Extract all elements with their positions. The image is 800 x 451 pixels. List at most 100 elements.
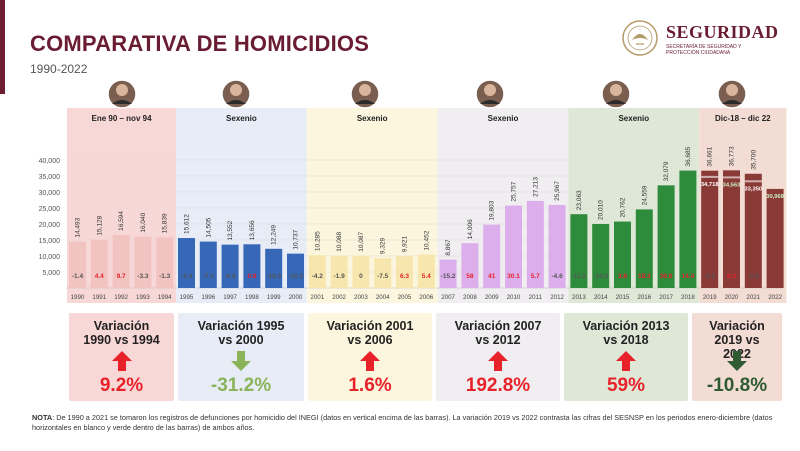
portrait-suit (606, 100, 626, 104)
bar (156, 237, 174, 288)
x-tick-label: 2003 (354, 294, 368, 301)
footnote-lead: NOTA (32, 413, 53, 422)
variation-box: Variación 1995 vs 2000 -31.2% (178, 313, 304, 401)
yoy-change-label: -1.3 (159, 273, 171, 280)
variation-box: Variación 1990 vs 1994 9.2% (69, 313, 174, 401)
bar (221, 244, 239, 288)
sesnsp-value-label: 34,718 (701, 182, 720, 188)
variation-label: Variación 2013 vs 2018 (582, 319, 670, 347)
eagle-seal-icon (622, 20, 658, 56)
bar-value-label: 27,213 (532, 177, 539, 197)
bar-value-label: 24,559 (641, 185, 648, 205)
footnote-text: : De 1990 a 2021 se tomaron los registro… (32, 413, 773, 432)
bar (199, 241, 217, 288)
bar (265, 248, 283, 288)
bar (330, 255, 348, 288)
x-tick-label: 2005 (398, 294, 412, 301)
page-subtitle: 1990-2022 (30, 62, 88, 76)
bar (701, 170, 719, 288)
bar (308, 255, 326, 288)
x-tick-label: 2001 (310, 294, 324, 301)
x-tick-label: 2002 (332, 294, 346, 301)
y-tick-label: 15,000 (39, 238, 61, 245)
bar-value-label: 20,010 (598, 200, 605, 220)
portrait-face (359, 84, 371, 96)
arrow-up-icon (616, 351, 636, 371)
bar (112, 234, 130, 288)
bar (723, 170, 740, 288)
bar-value-label: 12,249 (271, 225, 278, 245)
yoy-change-label: 0 (359, 273, 363, 280)
period-label: Sexenio (357, 114, 388, 123)
bar (505, 205, 522, 288)
bar-value-label: 10,737 (293, 229, 300, 249)
footnote: NOTA: De 1990 a 2021 se tomaron los regi… (32, 413, 780, 433)
bar (417, 254, 435, 288)
arrow-down-icon (231, 351, 251, 371)
bar (90, 239, 108, 288)
variation-value: -10.8% (706, 375, 768, 396)
variation-label: Variación 2001 vs 2006 (326, 319, 414, 347)
yoy-change-label: 5.4 (422, 273, 431, 280)
variation-box: Variación 2013 vs 2018 59% (564, 313, 688, 401)
variation-box: Variación 2007 vs 2012 192.8% (436, 313, 560, 401)
x-tick-label: 1998 (245, 294, 259, 301)
bar-value-label: 9,921 (402, 236, 409, 253)
bar (679, 170, 697, 288)
sesnsp-bar (766, 188, 784, 288)
bar-value-label: 16,594 (118, 211, 125, 231)
period-panel (437, 108, 569, 303)
logo-name: SEGURIDAD (666, 22, 779, 42)
bar-value-label: 25,757 (511, 181, 518, 201)
yoy-change-label: -4.6 (551, 273, 563, 280)
portrait-suit (226, 100, 246, 104)
portrait-suit (480, 100, 500, 104)
yoy-change-label: 18.3 (638, 273, 651, 280)
x-tick-label: 2019 (703, 294, 717, 301)
yoy-change-label: 0.3 (727, 273, 736, 280)
bar-value-label: 15,612 (184, 214, 191, 234)
x-tick-label: 1999 (267, 294, 281, 301)
x-tick-label: 2009 (485, 294, 499, 301)
bar (635, 209, 653, 288)
yoy-change-label: -1.4 (181, 273, 193, 280)
variation-label: Variación 2007 vs 2012 (454, 319, 542, 347)
period-label: Sexenio (488, 114, 519, 123)
bar-value-label: 10,285 (314, 231, 321, 251)
x-tick-label: 2020 (725, 294, 739, 301)
portrait-suit (112, 100, 132, 104)
bar-value-label: 20,762 (620, 197, 627, 217)
portrait-face (484, 84, 496, 96)
x-tick-label: 1996 (201, 294, 215, 301)
bar (461, 243, 479, 288)
yoy-change-label: -3.3 (137, 273, 149, 280)
yoy-change-label: 30.1 (507, 273, 520, 280)
x-tick-label: 2016 (637, 294, 651, 301)
sesnsp-marker (701, 175, 719, 178)
yoy-change-label: 14.4 (682, 273, 695, 280)
variation-value: 192.8% (465, 375, 531, 396)
portrait-suit (355, 100, 375, 104)
yoy-change-label: -4.2 (312, 273, 324, 280)
yoy-change-label: 0.8 (247, 273, 256, 280)
yoy-change-label: -10.3 (266, 273, 281, 280)
period-panel (306, 108, 438, 303)
bar-value-label: 36,661 (707, 146, 714, 166)
bar (134, 236, 152, 288)
bar-value-label: 23,063 (576, 190, 583, 210)
sesnsp-value-label: 34,563 (723, 182, 742, 188)
x-tick-label: 1991 (92, 294, 106, 301)
x-tick-label: 2018 (681, 294, 695, 301)
bar (614, 221, 631, 288)
x-tick-label: 2012 (550, 294, 564, 301)
seguridad-logo: SEGURIDAD SECRETARÍA DE SEGURIDAD Y PROT… (620, 18, 790, 58)
yoy-change-label: -7.5 (377, 273, 389, 280)
yoy-change-label: 3.8 (618, 273, 627, 280)
bar-value-label: 15,839 (162, 213, 169, 233)
bar-value-label: 25,967 (554, 181, 561, 201)
bar-value-label: 15,128 (96, 215, 103, 235)
y-tick-label: 25,000 (39, 206, 61, 213)
bar-value-label: 10,088 (336, 231, 343, 251)
y-tick-label: 10,000 (39, 254, 61, 261)
